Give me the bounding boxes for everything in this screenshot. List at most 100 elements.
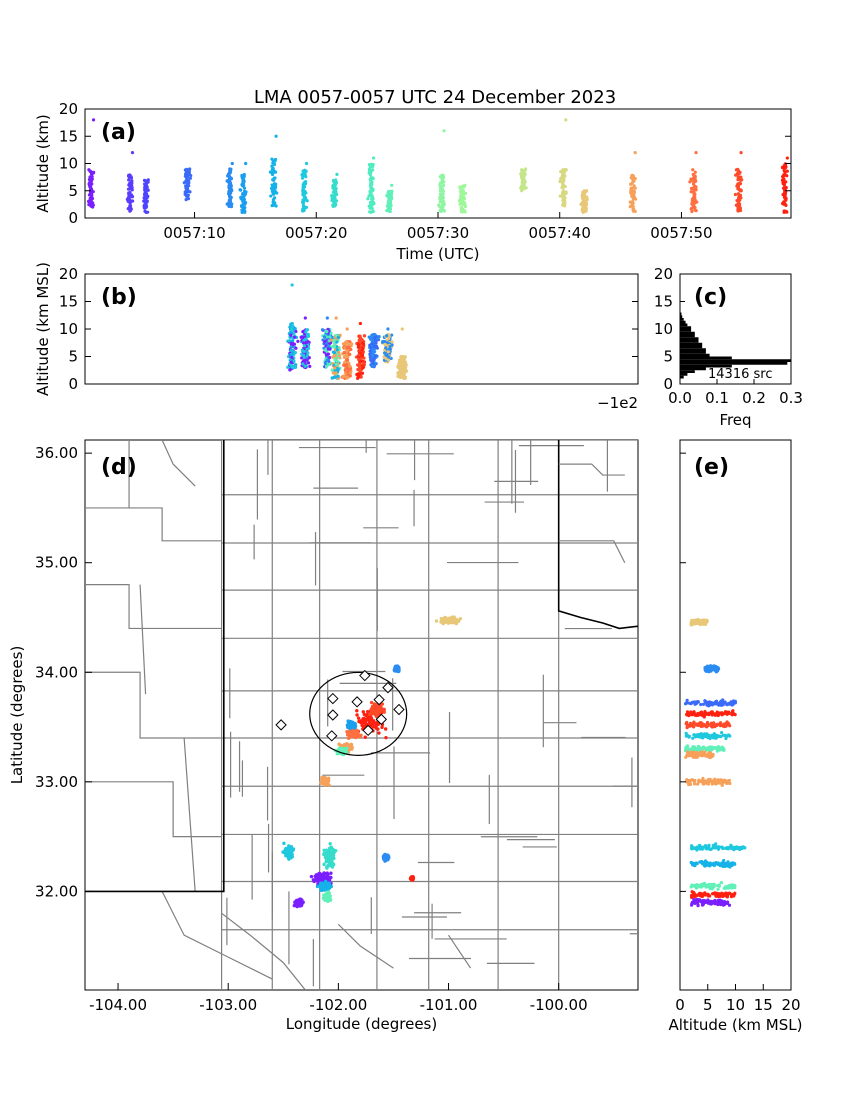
cluster-3-source bbox=[334, 333, 338, 338]
cluster-4-source bbox=[342, 350, 346, 355]
flash-12-source bbox=[460, 191, 464, 196]
flash-6-source bbox=[271, 197, 276, 202]
flash-6-source bbox=[271, 190, 276, 194]
source-cluster-8 bbox=[695, 782, 700, 786]
source-cluster-6 bbox=[319, 780, 323, 785]
cluster-1-source bbox=[301, 330, 305, 334]
panel-c-xtick-label: 0.0 bbox=[668, 389, 692, 407]
source-cluster-12 bbox=[315, 884, 320, 889]
panel-a-xtick-label: 0057:40 bbox=[529, 224, 591, 242]
county-line bbox=[85, 507, 222, 542]
source-cluster-9 bbox=[706, 847, 710, 851]
source-cluster-8 bbox=[454, 620, 459, 625]
flash-2-source bbox=[143, 194, 147, 199]
source-cluster-10 bbox=[322, 848, 326, 852]
cluster-4-source bbox=[348, 374, 352, 378]
panel-d-ytick-label: 36.00 bbox=[35, 444, 78, 462]
flash-8-source bbox=[331, 190, 335, 194]
source-cluster-10 bbox=[328, 855, 332, 860]
flash-17-source bbox=[695, 200, 699, 204]
histogram-bar bbox=[680, 367, 706, 371]
source-cluster-1 bbox=[706, 667, 711, 671]
panel-a-xtick-label: 0057:20 bbox=[285, 224, 347, 242]
source-cluster-7 bbox=[703, 750, 707, 755]
county-line bbox=[221, 912, 306, 990]
county-line bbox=[558, 463, 625, 476]
source-cluster-5 bbox=[728, 734, 732, 738]
cluster-5-source bbox=[355, 372, 359, 377]
source-cluster-11 bbox=[719, 881, 724, 885]
flash-0-source bbox=[89, 178, 93, 182]
source-cluster-1 bbox=[372, 708, 376, 712]
source-cluster-11 bbox=[309, 874, 314, 879]
lma-station-marker bbox=[362, 724, 374, 737]
source-cluster-9 bbox=[287, 847, 292, 851]
cluster-1-source bbox=[303, 364, 307, 368]
source-cluster-10 bbox=[706, 862, 710, 866]
flash-4-source bbox=[228, 170, 233, 174]
lma-station-marker bbox=[275, 719, 287, 731]
source-cluster-1 bbox=[376, 705, 380, 710]
cluster-1-source bbox=[301, 341, 306, 345]
cluster-7-source bbox=[383, 342, 387, 347]
source-cluster-8 bbox=[720, 783, 724, 787]
histogram-bar bbox=[680, 362, 788, 365]
source-cluster-9 bbox=[287, 844, 292, 848]
histogram-bar bbox=[680, 326, 692, 329]
county-map bbox=[85, 440, 638, 990]
source-cluster-0 bbox=[701, 622, 705, 626]
flash-19-source bbox=[784, 203, 788, 208]
county-line bbox=[85, 584, 222, 630]
source-cluster-5 bbox=[724, 734, 728, 738]
cluster-3-source bbox=[336, 335, 340, 340]
cluster-0-source bbox=[293, 351, 297, 355]
flash-9-source bbox=[371, 163, 375, 167]
flash-17-source bbox=[692, 193, 696, 197]
panel-c-xlabel: Freq bbox=[719, 411, 751, 429]
cluster-7-source bbox=[386, 337, 391, 341]
cluster-5-source bbox=[357, 353, 361, 357]
source-cluster-4 bbox=[692, 720, 696, 724]
source-cluster-8 bbox=[452, 615, 456, 619]
source-cluster-4 bbox=[718, 724, 723, 728]
panel-b-ytick-label: 0 bbox=[68, 375, 78, 393]
flash-13-source bbox=[519, 175, 524, 179]
cluster-4-source bbox=[345, 342, 349, 346]
cluster-8-source bbox=[402, 373, 406, 377]
source-cluster-10 bbox=[733, 862, 737, 866]
flash-19-source bbox=[784, 180, 788, 184]
histogram-bar bbox=[680, 342, 703, 346]
panel-a-letter: (a) bbox=[101, 120, 136, 145]
source-cluster-0 bbox=[696, 619, 700, 623]
flash-10-source bbox=[386, 204, 391, 209]
flash-15-top-source bbox=[584, 189, 589, 193]
flash-18-source bbox=[735, 172, 739, 176]
cluster-3-source bbox=[331, 350, 336, 354]
source-cluster-9 bbox=[696, 845, 701, 850]
panel-d-xtick-label: -101.00 bbox=[420, 996, 478, 1014]
panel-c-ytick-label: 20 bbox=[654, 265, 673, 283]
source-cluster-4 bbox=[718, 721, 723, 725]
source-cluster-9 bbox=[731, 845, 735, 849]
cluster-2-top-source bbox=[325, 316, 329, 320]
flash-2-source bbox=[143, 182, 147, 186]
flash-10-source bbox=[389, 194, 394, 199]
source-cluster-11 bbox=[726, 886, 731, 890]
cluster-0-top-source bbox=[290, 283, 294, 287]
cluster-5-source bbox=[356, 343, 360, 347]
source-cluster-13 bbox=[328, 894, 332, 898]
flash-4-source bbox=[230, 188, 234, 193]
cluster-2-source bbox=[323, 348, 328, 352]
panel-d-xtick-label: -103.00 bbox=[199, 996, 257, 1014]
cluster-5-source bbox=[359, 339, 363, 343]
flash-13-top-source bbox=[524, 167, 528, 171]
cluster-5-source bbox=[356, 345, 360, 349]
flash-11-source bbox=[438, 209, 442, 213]
flash-16-source bbox=[629, 186, 633, 190]
source-cluster-8 bbox=[701, 776, 705, 781]
histogram-bar bbox=[680, 329, 692, 332]
source-cluster-2 bbox=[706, 704, 711, 708]
panel-a-frame bbox=[84, 108, 792, 219]
cluster-8-source bbox=[404, 363, 408, 367]
source-cluster-9 bbox=[286, 855, 290, 859]
